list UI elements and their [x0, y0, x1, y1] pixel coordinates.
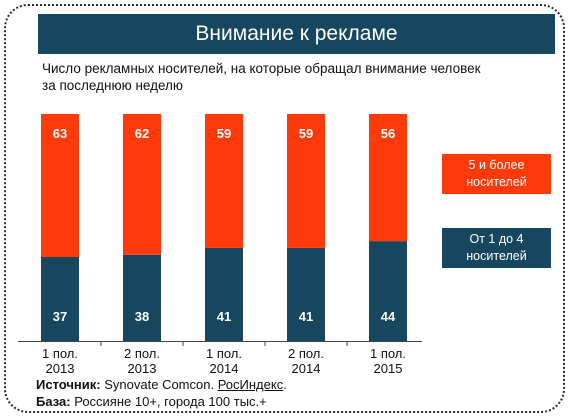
bar-high-1 [123, 114, 161, 255]
data-label-high-4: 56 [381, 126, 395, 141]
data-label-low-2: 41 [217, 309, 231, 324]
legend-item-1-to-4: От 1 до 4 носителей [442, 228, 551, 268]
bar-high-0 [41, 114, 79, 258]
footer-base: База: Россияне 10+, города 100 тыс.+ [36, 394, 267, 409]
x-tick-label-0-0: 1 пол. [42, 346, 78, 361]
x-tick-label-3-1: 2014 [292, 361, 321, 376]
x-tick-label-0-1: 2013 [46, 361, 75, 376]
x-tick-label-3-0: 2 пол. [288, 346, 324, 361]
base-text: Россияне 10+, города 100 тыс.+ [74, 394, 267, 409]
source-label: Источник: [36, 377, 101, 392]
bar-high-2 [205, 114, 243, 248]
data-label-low-4: 44 [381, 309, 396, 324]
bar-low-4 [369, 241, 407, 341]
x-tick-label-2-1: 2014 [210, 361, 239, 376]
x-tick-label-1-0: 2 пол. [124, 346, 160, 361]
data-label-low-0: 37 [53, 309, 67, 324]
bar-low-3 [287, 247, 325, 341]
x-tick-label-1-1: 2013 [128, 361, 157, 376]
footer-source: Источник: Synovate Comcon. РосИндекс. [36, 377, 287, 392]
data-label-high-1: 62 [135, 126, 149, 141]
bar-low-2 [205, 247, 243, 341]
x-tick-label-4-1: 2015 [374, 361, 403, 376]
bar-low-0 [41, 257, 79, 341]
chart-title: Внимание к рекламе [38, 14, 555, 54]
source-end: . [283, 377, 287, 392]
bar-high-4 [369, 114, 407, 242]
legend-item-5-plus: 5 и более носителей [442, 154, 551, 194]
data-label-low-1: 38 [135, 309, 149, 324]
x-tick-label-2-0: 1 пол. [206, 346, 242, 361]
source-text: Synovate Comcon. [104, 377, 218, 392]
chart-frame [4, 4, 565, 413]
data-label-high-2: 59 [217, 126, 231, 141]
data-label-low-3: 41 [299, 309, 313, 324]
source-link[interactable]: РосИндекс [217, 377, 284, 392]
data-label-high-0: 63 [53, 126, 67, 141]
data-label-high-3: 59 [299, 126, 313, 141]
bar-high-3 [287, 114, 325, 248]
x-tick-label-4-0: 1 пол. [370, 346, 406, 361]
base-label: База: [36, 394, 71, 409]
bar-low-1 [123, 254, 161, 341]
chart-subtitle: Число рекламных носителей, на которые об… [42, 61, 481, 93]
